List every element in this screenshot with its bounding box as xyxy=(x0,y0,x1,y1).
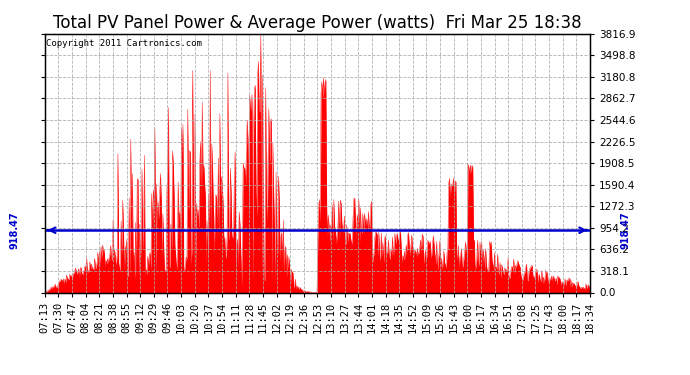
Title: Total PV Panel Power & Average Power (watts)  Fri Mar 25 18:38: Total PV Panel Power & Average Power (wa… xyxy=(53,14,582,32)
Text: 918.47: 918.47 xyxy=(10,211,20,249)
Text: Copyright 2011 Cartronics.com: Copyright 2011 Cartronics.com xyxy=(46,39,201,48)
Text: 918.47: 918.47 xyxy=(620,211,631,249)
